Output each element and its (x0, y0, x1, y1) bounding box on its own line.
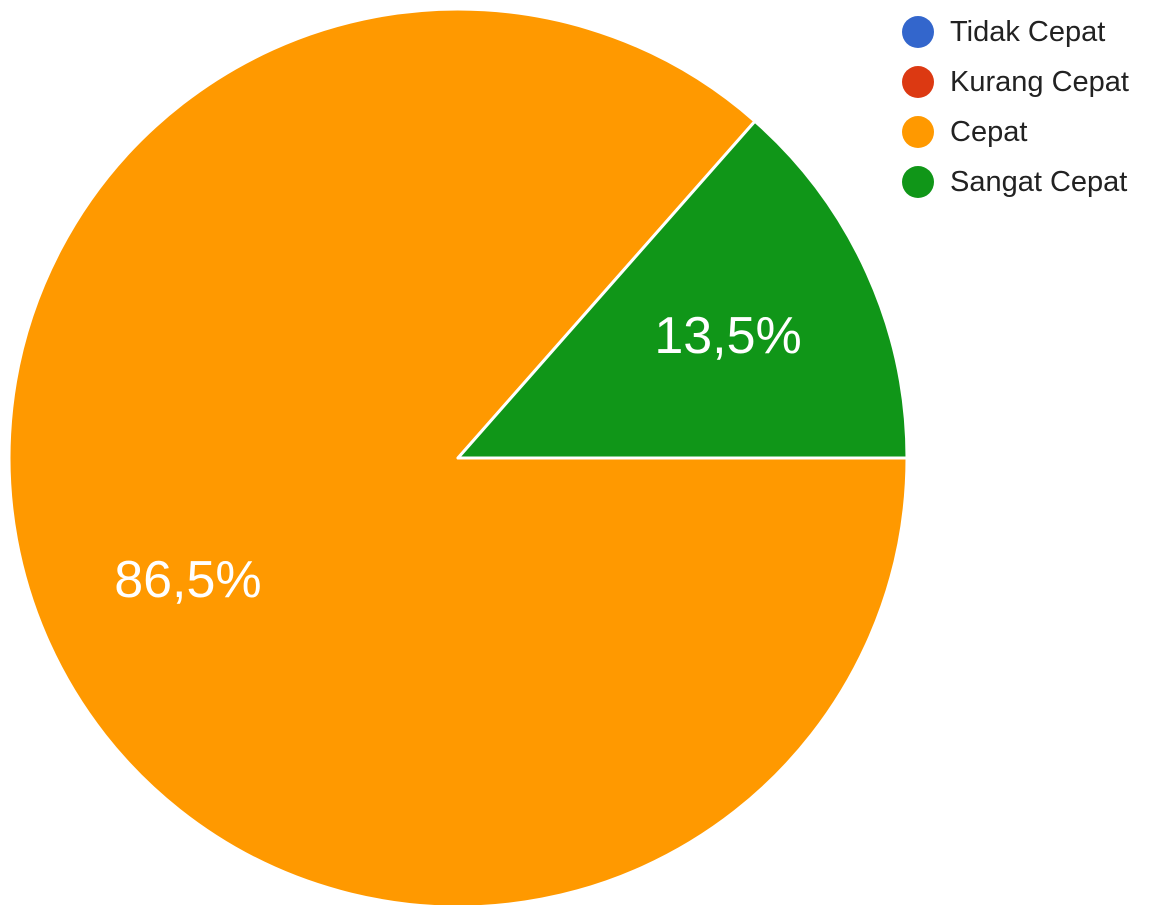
legend-label-sangat-cepat: Sangat Cepat (950, 166, 1127, 198)
slice-label-sangat-cepat: 13,5% (654, 307, 801, 365)
legend-item-tidak-cepat: Tidak Cepat (902, 16, 1105, 48)
legend: Tidak Cepat Kurang Cepat Cepat Sangat Cepat (902, 16, 1129, 198)
legend-swatch-kurang-cepat (902, 66, 934, 98)
pie-slice-sangat-cepat (456, 119, 909, 460)
legend-label-kurang-cepat: Kurang Cepat (950, 66, 1129, 98)
legend-item-kurang-cepat: Kurang Cepat (902, 66, 1129, 98)
slice-label-cepat: 86,5% (114, 551, 261, 609)
legend-item-cepat: Cepat (902, 116, 1027, 148)
pie-slice-labels: 86,5% 13,5% (114, 307, 802, 609)
legend-label-tidak-cepat: Tidak Cepat (950, 16, 1105, 48)
legend-swatch-tidak-cepat (902, 16, 934, 48)
legend-label-cepat: Cepat (950, 116, 1027, 148)
pie-slices (7, 7, 909, 905)
legend-swatch-sangat-cepat (902, 166, 934, 198)
legend-swatch-cepat (902, 116, 934, 148)
legend-item-sangat-cepat: Sangat Cepat (902, 166, 1127, 198)
